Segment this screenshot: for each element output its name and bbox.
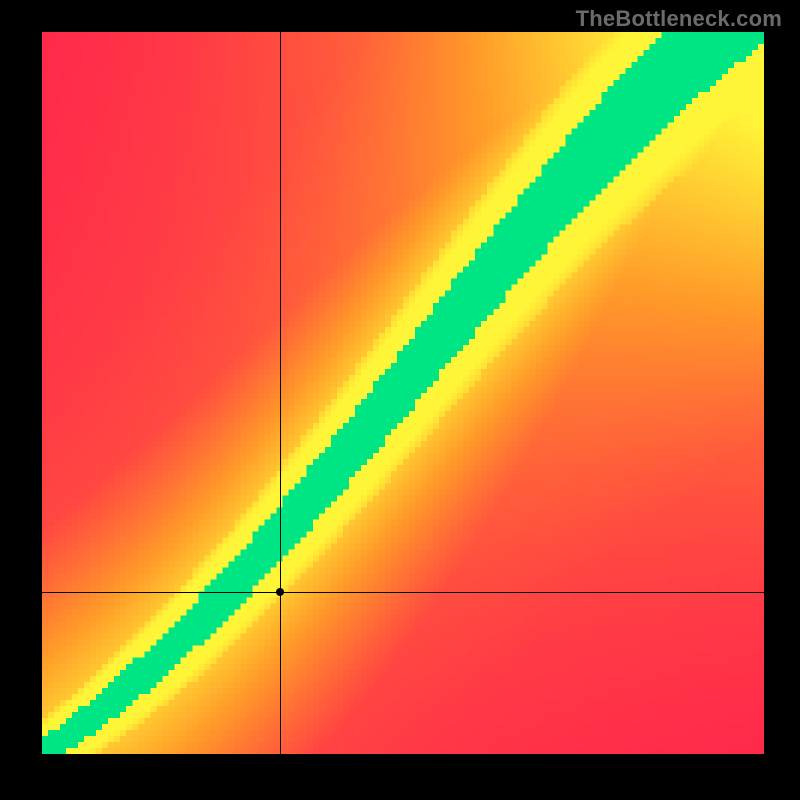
attribution-label: TheBottleneck.com — [576, 6, 782, 32]
bottleneck-heatmap — [42, 32, 764, 754]
crosshair-horizontal — [42, 592, 764, 593]
crosshair-marker — [276, 588, 284, 596]
chart-container: TheBottleneck.com — [0, 0, 800, 800]
crosshair-vertical — [280, 32, 281, 754]
plot-area — [42, 32, 764, 754]
